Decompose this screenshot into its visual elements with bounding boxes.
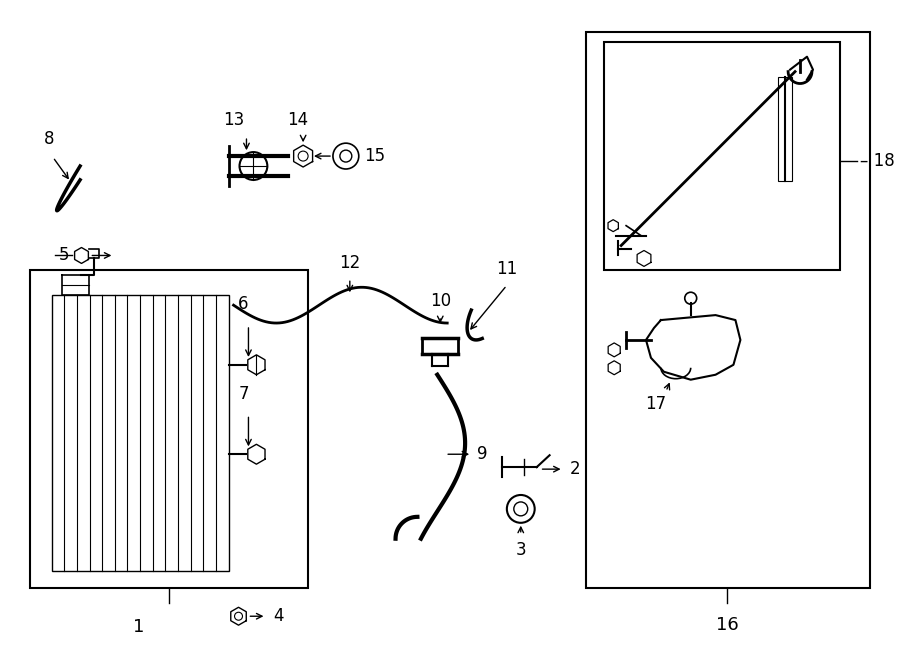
Text: 17: 17	[645, 395, 667, 412]
Text: 6: 6	[238, 295, 248, 313]
Bar	[51, 295, 229, 570]
Bar	[30, 270, 308, 588]
Text: 16: 16	[716, 616, 739, 634]
Text: 9: 9	[477, 446, 488, 463]
Text: 2: 2	[570, 460, 580, 478]
Text: 3: 3	[516, 541, 526, 559]
Bar	[587, 32, 869, 588]
Text: 14: 14	[288, 111, 309, 130]
Text: 5: 5	[59, 247, 69, 264]
Bar	[604, 42, 840, 270]
Text: 1: 1	[133, 618, 145, 637]
Text: 8: 8	[43, 130, 54, 148]
Text: 12: 12	[339, 254, 361, 272]
Text: 7: 7	[238, 385, 248, 403]
Text: – 18: – 18	[860, 152, 895, 170]
Text: 11: 11	[496, 260, 518, 278]
Bar	[778, 77, 792, 181]
Text: 13: 13	[223, 111, 244, 130]
Text: 4: 4	[274, 607, 284, 625]
Text: 10: 10	[429, 292, 451, 310]
Text: 15: 15	[364, 147, 385, 165]
